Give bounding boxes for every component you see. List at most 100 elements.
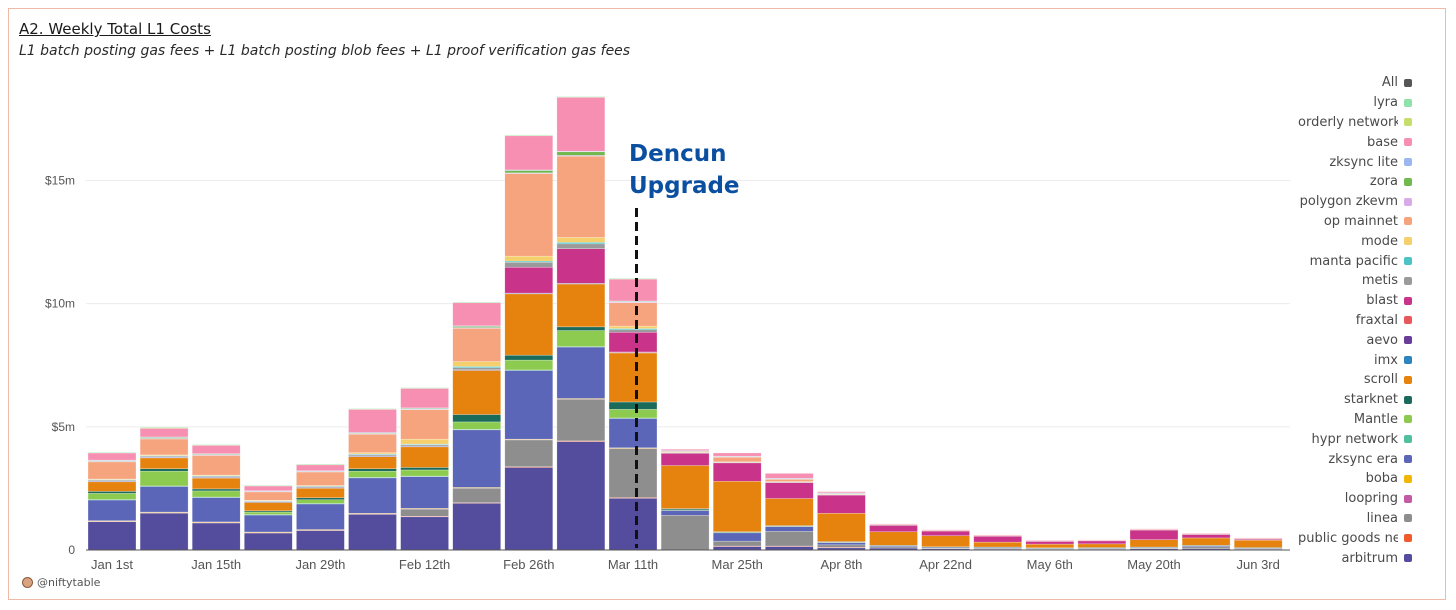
- bar-segment-base[interactable]: [869, 523, 918, 525]
- bar-segment-starknet[interactable]: [348, 468, 397, 472]
- bar-segment-scroll[interactable]: [452, 369, 501, 415]
- bar-stack[interactable]: [87, 451, 137, 551]
- bar-segment-base[interactable]: [1129, 528, 1179, 530]
- bar-segment-lyra[interactable]: [608, 278, 658, 280]
- bar-segment-scroll[interactable]: [765, 498, 814, 526]
- bar-segment-scroll[interactable]: [1129, 539, 1179, 548]
- bar-stack[interactable]: [1025, 540, 1075, 551]
- bar-segment-op-mainnet[interactable]: [191, 455, 241, 476]
- bar-segment-mantle[interactable]: [400, 469, 449, 477]
- legend-item-fraxtal[interactable]: fraxtal: [1290, 311, 1412, 331]
- bar-segment-scroll[interactable]: [296, 487, 345, 499]
- bar-segment-lyra[interactable]: [87, 451, 137, 454]
- bar-segment-mode[interactable]: [504, 255, 554, 262]
- bar-segment-starknet[interactable]: [296, 497, 345, 501]
- bar-segment-op-mainnet[interactable]: [348, 433, 397, 453]
- bar-segment-mantle[interactable]: [244, 511, 293, 515]
- bar-segment-base[interactable]: [608, 278, 658, 302]
- bar-segment-starknet[interactable]: [608, 401, 658, 410]
- bar-segment-mantle[interactable]: [504, 359, 554, 371]
- bar-segment-blast[interactable]: [608, 332, 658, 353]
- bar-segment-base[interactable]: [1077, 539, 1127, 541]
- bar-segment-blast[interactable]: [973, 535, 1022, 543]
- bar-segment-base[interactable]: [765, 473, 814, 479]
- bar-segment-blast[interactable]: [504, 266, 554, 294]
- bar-segment-base[interactable]: [400, 387, 449, 409]
- bar-segment-metis[interactable]: [556, 243, 606, 250]
- bar-segment-blast[interactable]: [817, 494, 866, 514]
- bar-segment-base[interactable]: [817, 491, 866, 494]
- bar-segment-scroll[interactable]: [973, 541, 1022, 548]
- legend-item-imx[interactable]: imx: [1290, 350, 1412, 370]
- bar-segment-base[interactable]: [1025, 540, 1075, 542]
- bar-segment-zksync-era[interactable]: [348, 477, 397, 514]
- bar-segment-linea[interactable]: [765, 531, 814, 547]
- bar-segment-mantle[interactable]: [452, 421, 501, 430]
- bar-segment-linea[interactable]: [1181, 546, 1231, 550]
- bar-segment-scroll[interactable]: [400, 446, 449, 468]
- bar-segment-metis[interactable]: [504, 262, 554, 268]
- bar-segment-scroll[interactable]: [87, 481, 137, 492]
- bar-segment-scroll[interactable]: [1181, 537, 1231, 546]
- bar-segment-blast[interactable]: [556, 248, 606, 284]
- bar-segment-blast[interactable]: [660, 452, 710, 466]
- bar-stack[interactable]: [452, 301, 501, 551]
- bar-segment-starknet[interactable]: [452, 414, 501, 423]
- bar-segment-op-mainnet[interactable]: [504, 173, 554, 257]
- bar-segment-lyra[interactable]: [191, 444, 241, 446]
- bar-segment-mode[interactable]: [452, 361, 501, 367]
- bar-segment-metis[interactable]: [452, 367, 501, 370]
- bar-segment-mantle[interactable]: [348, 470, 397, 478]
- bar-segment-arbitrum[interactable]: [400, 516, 449, 551]
- bar-segment-scroll[interactable]: [504, 293, 554, 356]
- bar-segment-base[interactable]: [348, 408, 397, 433]
- bar-segment-zksync-era[interactable]: [452, 429, 501, 488]
- bar-stack[interactable]: [869, 523, 918, 551]
- bar-segment-mantle[interactable]: [608, 409, 658, 419]
- bar-segment-op-mainnet[interactable]: [608, 302, 658, 327]
- bar-segment-starknet[interactable]: [504, 354, 554, 361]
- bar-segment-base[interactable]: [504, 135, 554, 171]
- bar-segment-starknet[interactable]: [556, 326, 606, 331]
- bar-segment-scroll[interactable]: [244, 501, 293, 512]
- bar-segment-lyra[interactable]: [296, 463, 345, 465]
- bar-segment-scroll[interactable]: [921, 535, 970, 548]
- bar-stack[interactable]: [348, 408, 397, 551]
- bar-segment-mode[interactable]: [400, 438, 449, 445]
- bar-segment-op-mainnet[interactable]: [139, 438, 189, 456]
- bar-segment-linea[interactable]: [712, 540, 762, 547]
- legend-item-all[interactable]: All: [1290, 73, 1412, 93]
- bar-segment-zksync-era[interactable]: [608, 417, 658, 449]
- bar-segment-base[interactable]: [87, 452, 137, 461]
- bar-segment-scroll[interactable]: [660, 465, 710, 509]
- bar-segment-starknet[interactable]: [400, 467, 449, 471]
- legend-item-aevo[interactable]: aevo: [1290, 330, 1412, 350]
- bar-stack[interactable]: [817, 491, 866, 551]
- bar-segment-zksync-era[interactable]: [191, 497, 241, 523]
- bar-stack[interactable]: [139, 426, 189, 551]
- bar-stack[interactable]: [660, 449, 710, 551]
- bar-segment-arbitrum[interactable]: [191, 522, 241, 551]
- legend-item-public-goods-ne[interactable]: public goods ne: [1290, 528, 1412, 548]
- bar-segment-base[interactable]: [139, 428, 189, 438]
- legend-item-orderly-network[interactable]: orderly network: [1290, 113, 1412, 133]
- bar-segment-mantle[interactable]: [296, 499, 345, 504]
- bar-segment-arbitrum[interactable]: [139, 512, 189, 551]
- bar-segment-metis[interactable]: [608, 329, 658, 333]
- legend-item-metis[interactable]: metis: [1290, 271, 1412, 291]
- bar-segment-arbitrum[interactable]: [556, 441, 606, 551]
- legend-item-mantle[interactable]: Mantle: [1290, 410, 1412, 430]
- bar-segment-zksync-era[interactable]: [139, 485, 189, 513]
- bar-stack[interactable]: [296, 463, 345, 551]
- bar-segment-zksync-era[interactable]: [244, 514, 293, 533]
- legend-item-arbitrum[interactable]: arbitrum: [1290, 548, 1412, 568]
- bar-stack[interactable]: [712, 452, 762, 551]
- bar-segment-mantle[interactable]: [556, 330, 606, 347]
- bar-segment-linea[interactable]: [400, 508, 449, 517]
- bar-segment-base[interactable]: [1181, 533, 1231, 535]
- bar-segment-op-mainnet[interactable]: [296, 471, 345, 486]
- bar-segment-starknet[interactable]: [139, 468, 189, 472]
- bar-segment-base[interactable]: [973, 534, 1022, 536]
- bar-stack[interactable]: [1129, 528, 1179, 551]
- bar-stack[interactable]: [556, 96, 606, 551]
